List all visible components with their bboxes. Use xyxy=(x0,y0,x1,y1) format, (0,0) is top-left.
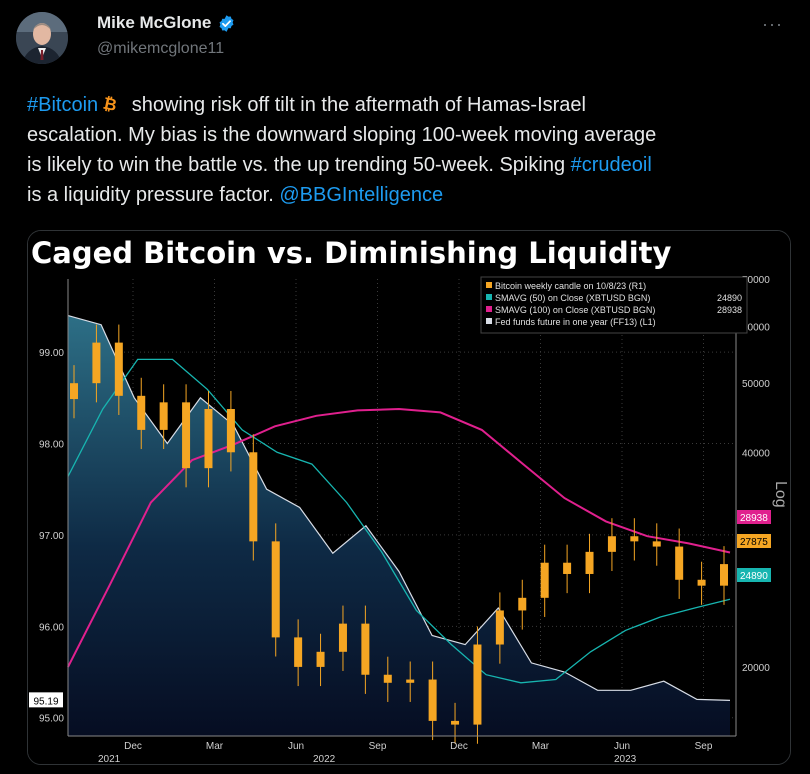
hashtag-crudeoil[interactable]: #crudeoil xyxy=(570,154,652,176)
candle-body xyxy=(383,674,392,683)
candle-body xyxy=(675,546,684,580)
log-axis-label: Log xyxy=(772,481,789,508)
left-tick-label: 99.00 xyxy=(39,348,64,359)
legend-label: Bitcoin weekly candle on 10/8/23 (R1) xyxy=(495,281,646,291)
svg-text:₿: ₿ xyxy=(101,94,118,114)
x-tick-label: Jun xyxy=(614,741,630,752)
legend-label: SMAVG (50) on Close (XBTUSD BGN) xyxy=(495,293,650,303)
right-label-sma100-box xyxy=(737,510,771,524)
legend-value: 24890 xyxy=(717,293,742,303)
bitcoin-candles xyxy=(70,324,728,744)
candle-body xyxy=(630,536,639,542)
sma50-line xyxy=(67,358,731,684)
x-tick-label: Dec xyxy=(124,741,142,752)
candle-body xyxy=(607,536,616,552)
right-tick-label: 70000 xyxy=(742,275,770,286)
legend-value: 28938 xyxy=(717,305,742,315)
legend-label: Fed funds future in one year (FF13) (L1) xyxy=(495,317,656,327)
author-handle[interactable]: @mikemcglone11 xyxy=(97,40,225,57)
right-label-last-price-box xyxy=(737,534,771,548)
right-tick-label: 20000 xyxy=(742,663,770,674)
right-label-sma50-box xyxy=(737,568,771,582)
legend-swatch xyxy=(486,318,492,324)
candle-body xyxy=(114,342,123,396)
fed-funds-line xyxy=(67,315,731,701)
right-tick-label: 60000 xyxy=(742,323,770,334)
year-label: 2022 xyxy=(313,754,336,764)
chart-legend: Bitcoin weekly candle on 10/8/23 (R1) SMA… xyxy=(480,276,748,334)
candle-body xyxy=(652,541,661,547)
legend-swatch xyxy=(486,306,492,312)
candle-body xyxy=(428,679,437,721)
candle-body xyxy=(518,597,527,611)
left-tick-label: 96.00 xyxy=(39,622,64,633)
left-last-value-box xyxy=(29,692,63,708)
candle-body xyxy=(451,720,460,725)
tweet-line-3: is likely to win the battle vs. the up t… xyxy=(27,154,566,176)
mention-bbgintelligence[interactable]: @BBGIntelligence xyxy=(279,184,444,206)
tweet-text: #Bitcoin ₿ showing risk off tilt in the a… xyxy=(27,90,797,210)
candle-body xyxy=(226,409,235,453)
left-last-value: 95.19 xyxy=(33,696,58,707)
legend-swatch xyxy=(486,294,492,300)
candle-body xyxy=(361,623,370,675)
avatar[interactable] xyxy=(16,12,68,64)
right-tick-label: 40000 xyxy=(742,448,770,459)
tweet-line-4: is a liquidity pressure factor. xyxy=(27,184,274,206)
x-tick-label: Mar xyxy=(206,741,224,752)
tweet-line-1: showing risk off tilt in the aftermath o… xyxy=(131,94,586,116)
legend-label: SMAVG (100) on Close (XBTUSD BGN) xyxy=(495,305,655,315)
candle-body xyxy=(70,383,78,400)
candle-body xyxy=(249,452,258,542)
candle-body xyxy=(159,402,168,430)
candle-body xyxy=(182,402,191,469)
candle-body xyxy=(495,610,504,645)
verified-icon xyxy=(219,14,234,32)
legend-box xyxy=(480,276,748,334)
left-tick-label: 98.00 xyxy=(39,440,64,451)
left-tick-label: 95.00 xyxy=(39,714,64,725)
x-tick-label: Mar xyxy=(532,741,550,752)
candle-body xyxy=(473,644,482,725)
tweet-line-2: escalation. My bias is the downward slop… xyxy=(27,124,657,146)
avatar-image xyxy=(16,12,68,64)
bitcoin-icon: ₿ xyxy=(101,94,118,114)
chart-image[interactable]: Caged Bitcoin vs. Diminishing Liquidity … xyxy=(27,230,791,765)
candle-body xyxy=(271,541,280,638)
year-label: 2023 xyxy=(614,754,637,764)
x-tick-label: Jun xyxy=(288,741,304,752)
candle-body xyxy=(563,562,572,574)
candle-body xyxy=(92,342,101,384)
candle-body xyxy=(204,409,213,469)
chart-svg: Caged Bitcoin vs. Diminishing Liquidity … xyxy=(28,231,790,764)
fed-funds-area xyxy=(68,315,730,736)
legend-swatch xyxy=(486,282,492,288)
chart-title: Caged Bitcoin vs. Diminishing Liquidity xyxy=(31,236,672,270)
candle-body xyxy=(585,551,594,574)
right-label-sma100: 28938 xyxy=(740,513,768,524)
candle-body xyxy=(540,562,549,598)
left-tick-label: 97.00 xyxy=(39,531,64,542)
x-tick-label: Sep xyxy=(695,741,713,752)
candle-body xyxy=(697,579,706,586)
right-tick-label: 50000 xyxy=(742,379,770,390)
x-tick-label: Dec xyxy=(450,741,468,752)
candle-body xyxy=(294,637,303,667)
candle-body xyxy=(720,564,728,586)
candle-body xyxy=(338,623,347,652)
right-label-sma50: 24890 xyxy=(740,571,768,582)
candle-body xyxy=(137,395,146,430)
author-name[interactable]: Mike McGlone xyxy=(97,13,212,32)
candle-body xyxy=(406,679,415,683)
year-label: 2021 xyxy=(98,754,121,764)
right-label-last-price: 27875 xyxy=(740,537,768,548)
sma100-line xyxy=(67,407,731,668)
hashtag-bitcoin[interactable]: #Bitcoin xyxy=(27,94,99,116)
x-tick-label: Sep xyxy=(369,741,387,752)
more-icon[interactable]: ··· xyxy=(762,14,783,34)
candle-body xyxy=(316,651,325,667)
chart-axes: 99.00 98.00 97.00 96.00 95.00 95.19 70000 60000… xyxy=(29,275,789,764)
